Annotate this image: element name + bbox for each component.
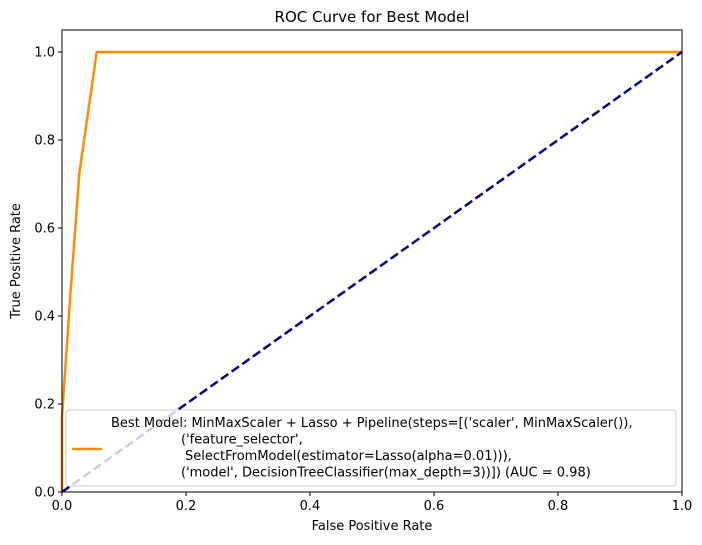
tick-layer: 0.0 0.2 0.4 0.6 0.8 1.0 0.0 0.2 0.4 0.6 0.8 1.0 [34, 46, 692, 515]
chance-diagonal-line [61, 50, 683, 494]
x-tick-label: 0.4 [300, 499, 321, 514]
legend: Best Model: MinMaxScaler + Lasso + Pipel… [65, 409, 677, 487]
chart-title: ROC Curve for Best Model [275, 8, 470, 26]
y-axis-label: True Positive Rate [9, 203, 24, 320]
x-axis-label: False Positive Rate [312, 519, 433, 534]
y-tick-label: 0.2 [34, 398, 55, 413]
legend-label-line: SelectFromModel(estimator=Lasso(alpha=0.… [185, 449, 512, 464]
legend-label-line: Best Model: MinMaxScaler + Lasso + Pipel… [111, 416, 633, 431]
x-tick-label: 0.0 [52, 499, 73, 514]
y-tick-label: 0.0 [34, 486, 55, 501]
legend-label-line: ('feature_selector', [181, 433, 303, 448]
legend-box [65, 409, 677, 487]
y-tick-label: 1.0 [34, 46, 55, 61]
x-tick-label: 0.6 [424, 499, 445, 514]
y-tick-label: 0.8 [34, 134, 55, 149]
plot-frame [61, 29, 683, 493]
y-tick-label: 0.6 [34, 222, 55, 237]
x-tick-label: 1.0 [672, 499, 693, 514]
x-tick-label: 0.2 [176, 499, 197, 514]
y-tick-label: 0.4 [34, 310, 55, 325]
legend-label-line: ('model', DecisionTreeClassifier(max_dep… [181, 466, 591, 481]
x-tick-label: 0.8 [548, 499, 569, 514]
legend-label: Best Model: MinMaxScaler + Lasso + Pipel… [111, 416, 633, 481]
